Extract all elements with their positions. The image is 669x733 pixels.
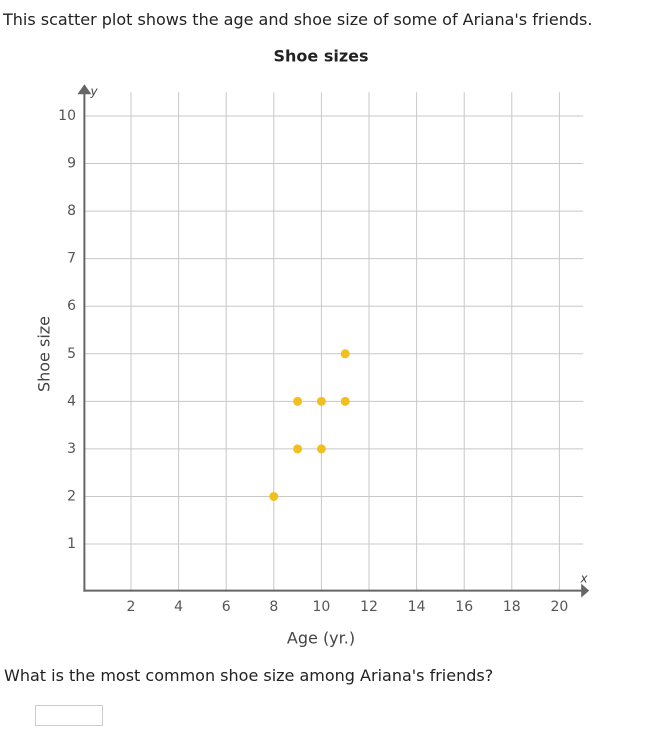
question-text: What is the most common shoe size among … (4, 666, 494, 685)
y-tick-label: 5 (67, 346, 76, 362)
y-tick-label: 6 (67, 298, 76, 314)
intro-text: This scatter plot shows the age and shoe… (3, 10, 593, 29)
point (340, 396, 350, 406)
y-tick-label: 9 (67, 156, 76, 172)
x-tick-label: 6 (222, 599, 231, 615)
y-axis-arrow (77, 84, 92, 95)
point (293, 444, 303, 454)
chart-title: Shoe sizes (273, 47, 368, 66)
point (340, 349, 350, 359)
point (316, 444, 326, 454)
x-tick-label: 8 (269, 599, 278, 615)
x-tick-label: 10 (312, 599, 330, 615)
y-tick-label: 10 (58, 108, 76, 124)
x-tick-label: 14 (408, 599, 426, 615)
y-tick-label: 4 (67, 393, 76, 409)
x-axis-letter: x (579, 572, 588, 586)
x-tick-label: 20 (550, 599, 568, 615)
y-axis-letter: y (89, 85, 98, 99)
y-tick-label: 1 (67, 536, 76, 552)
x-axis-label: Age (yr.) (287, 629, 355, 648)
y-tick-label: 8 (67, 203, 76, 219)
answer-input[interactable] (35, 705, 103, 726)
point (293, 396, 303, 406)
y-axis-label: Shoe size (35, 316, 54, 392)
x-tick-label: 2 (127, 599, 136, 615)
chart: Shoe sizes 2 4 6 8 10 12 14 16 18 2012345678910xy… (35, 47, 590, 648)
x-tick-label: 18 (503, 599, 521, 615)
x-tick-label: 16 (455, 599, 473, 615)
y-tick-label: 2 (67, 488, 76, 504)
x-tick-label: 4 (174, 599, 183, 615)
point (269, 491, 279, 501)
point (316, 396, 326, 406)
x-tick-label: 12 (360, 599, 378, 615)
y-tick-label: 3 (67, 441, 76, 457)
x-axis-arrow (581, 583, 590, 598)
y-tick-label: 7 (67, 251, 76, 267)
